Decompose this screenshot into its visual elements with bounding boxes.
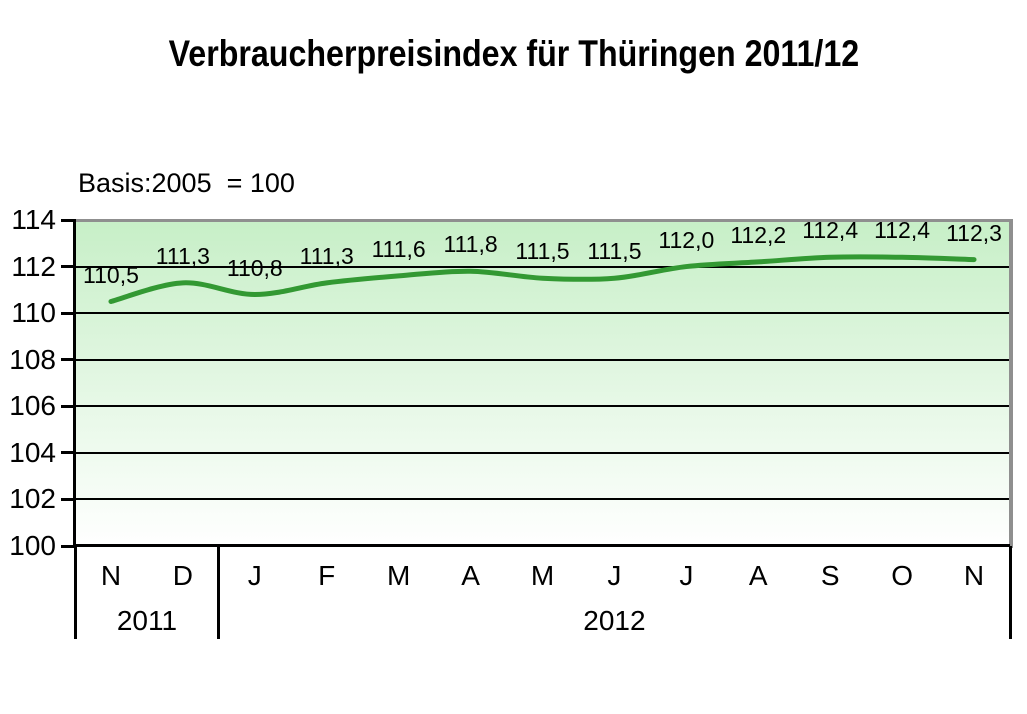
year-separator (73, 546, 77, 639)
basis-note: Basis:2005 = 100 (78, 168, 295, 198)
plot-border-right (1009, 219, 1013, 548)
x-month-label: O (891, 560, 913, 591)
chart-title-text: Verbraucherpreisindex für Thüringen 2011… (168, 33, 859, 74)
x-month-label: M (530, 560, 555, 591)
x-month-label: F (318, 560, 336, 591)
plot-border-top (75, 219, 1013, 222)
y-tick-mark (61, 218, 76, 222)
data-label: 112,2 (730, 221, 787, 248)
x-year-label: 2011 (116, 605, 178, 636)
data-label: 111,5 (515, 238, 570, 265)
data-label: 112,0 (658, 226, 715, 253)
y-tick-label: 110 (11, 297, 56, 329)
y-tick-mark (61, 311, 76, 315)
x-month-label: A (748, 560, 768, 591)
x-axis-line (73, 544, 1010, 547)
data-label: 111,5 (587, 238, 642, 265)
y-tick-mark (61, 451, 76, 455)
data-label: 110,8 (226, 254, 283, 281)
y-gridline (75, 451, 1010, 454)
data-label: 112,3 (946, 219, 1002, 246)
y-tick-mark (61, 544, 76, 548)
x-month-label: S (820, 560, 840, 591)
x-month-label: M (386, 560, 411, 591)
x-month-label: J (607, 560, 622, 591)
y-gridline (75, 265, 1010, 268)
x-year-label: 2012 (583, 605, 646, 636)
y-gridline (75, 405, 1010, 408)
data-label: 111,6 (371, 235, 426, 262)
x-month-label: N (100, 560, 122, 591)
x-month-label: J (247, 560, 262, 591)
y-tick-label: 114 (11, 204, 56, 235)
x-month-label: A (461, 560, 480, 591)
data-label: 112,4 (802, 217, 859, 244)
year-separator (1008, 546, 1012, 639)
y-tick-mark (61, 404, 76, 408)
y-tick-label: 100 (9, 530, 56, 561)
y-tick-mark (61, 497, 76, 501)
y-tick-label: 106 (9, 390, 56, 422)
y-tick-label: 104 (9, 436, 56, 468)
data-label: 112,4 (874, 217, 931, 244)
y-gridline (75, 312, 1010, 315)
data-label: 111,3 (155, 242, 210, 269)
y-tick-label: 112 (11, 250, 56, 282)
data-label: 110,5 (83, 261, 139, 288)
x-month-label: D (172, 560, 193, 591)
chart-title: Verbraucherpreisindex für Thüringen 2011… (0, 33, 1027, 75)
data-label: 111,3 (299, 242, 354, 269)
x-month-label: N (963, 560, 985, 591)
y-tick-label: 108 (9, 343, 56, 375)
data-label: 111,8 (443, 231, 498, 258)
y-tick-label: 102 (9, 483, 56, 515)
year-separator (217, 546, 221, 639)
y-gridline (75, 358, 1010, 361)
y-tick-mark (61, 265, 76, 269)
y-axis-line (73, 219, 76, 547)
x-month-label: J (679, 560, 694, 591)
y-tick-mark (61, 358, 76, 362)
y-gridline (75, 498, 1010, 501)
plot-area (75, 220, 1010, 546)
